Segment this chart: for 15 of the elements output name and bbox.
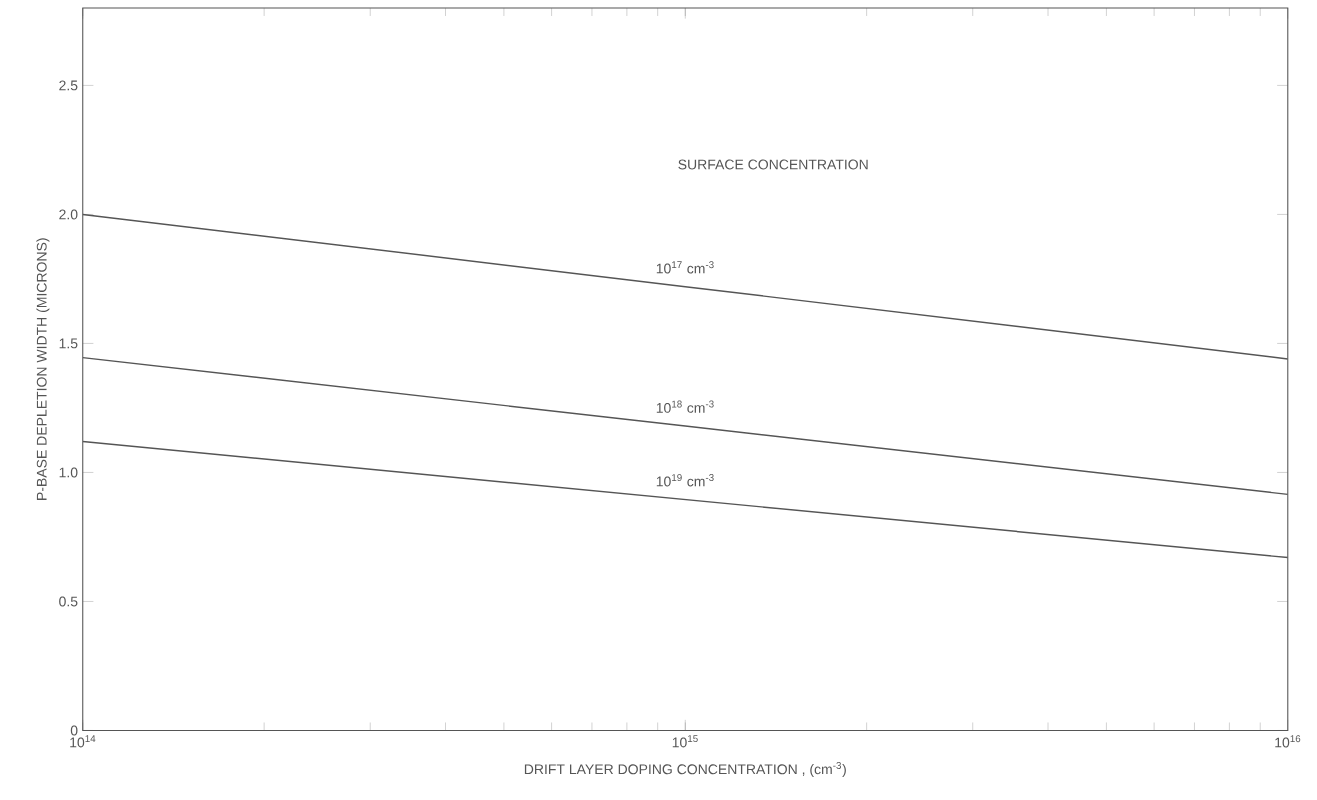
y-tick-label: 2.0 (59, 209, 78, 220)
y-tick-label: 2.5 (59, 80, 78, 91)
annotation: SURFACE CONCENTRATION (678, 159, 868, 170)
y-axis-title: P-BASE DEPLETION WIDTH (MICRONS) (36, 238, 50, 500)
y-tick-label: 0.5 (59, 596, 78, 607)
x-tick-label: 10$^{16}$ (1275, 735, 1301, 748)
series-label: 10$^{19}$ cm$^{-3}$ (656, 474, 714, 487)
y-tick-label: 0 (70, 725, 78, 736)
y-tick-label: 1.5 (59, 338, 78, 349)
x-tick-label: 10$^{14}$ (70, 735, 96, 748)
series-label: 10$^{17}$ cm$^{-3}$ (656, 261, 714, 274)
x-tick-label: 10$^{15}$ (672, 735, 698, 748)
x-axis-title: DRIFT LAYER DOPING CONCENTRATION , (cm$^{-3}$) (524, 762, 846, 778)
series-label: 10$^{18}$ cm$^{-3}$ (656, 400, 714, 413)
y-tick-label: 1.0 (59, 467, 78, 478)
